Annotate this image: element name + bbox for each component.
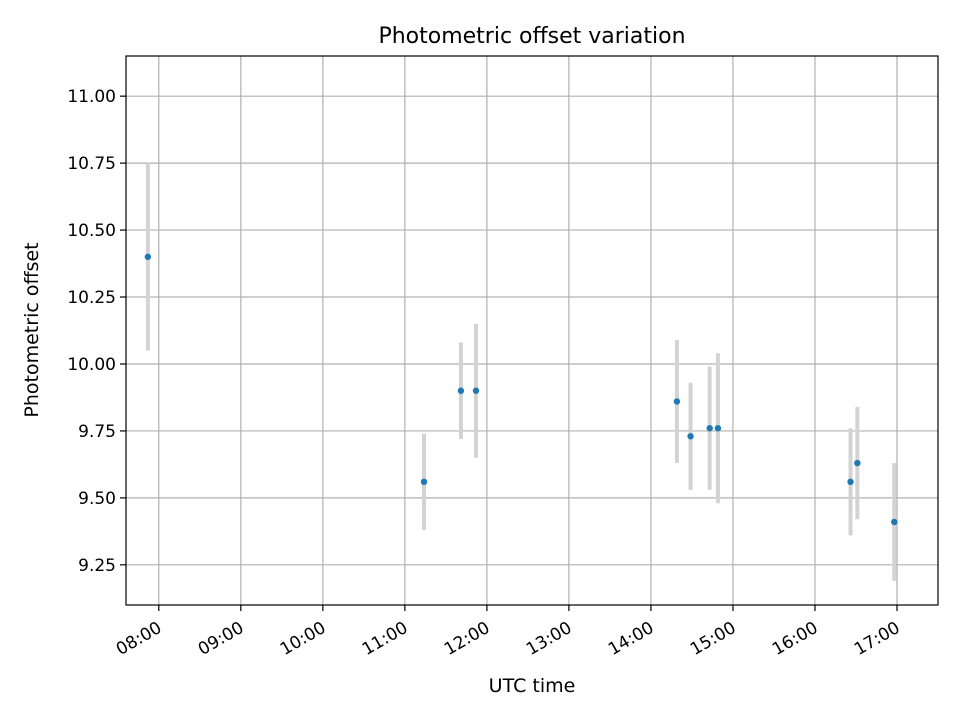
data-point	[891, 519, 897, 525]
x-tick-label: 11:00	[359, 618, 411, 660]
data-point	[458, 388, 464, 394]
data-point	[473, 388, 479, 394]
data-point	[421, 479, 427, 485]
x-tick-label: 13:00	[523, 618, 575, 660]
y-tick-label: 10.00	[67, 355, 116, 375]
data-point	[707, 425, 713, 431]
data-point	[145, 254, 151, 260]
x-tick-label: 10:00	[277, 618, 329, 660]
x-tick-label: 14:00	[605, 618, 657, 660]
x-tick-label: 16:00	[769, 618, 821, 660]
grid	[126, 56, 938, 605]
y-tick-label: 9.75	[78, 422, 116, 442]
y-tick-label: 9.50	[78, 489, 116, 509]
data-point	[847, 479, 853, 485]
y-axis-label: Photometric offset	[21, 242, 43, 417]
x-axis-label: UTC time	[489, 675, 576, 697]
data-point	[715, 425, 721, 431]
y-tick-label: 10.25	[67, 288, 116, 308]
plot-frame	[126, 56, 938, 605]
x-tick-label: 17:00	[851, 618, 903, 660]
y-tick-label: 9.25	[78, 556, 116, 576]
y-tick-label: 10.75	[67, 154, 116, 174]
y-tick-label: 10.50	[67, 221, 116, 241]
chart-title: Photometric offset variation	[378, 24, 685, 49]
x-tick-label: 12:00	[441, 618, 493, 660]
x-axis-ticks: 08:00 09:00 10:00 11:00 12:00 13:00 14:00 15:00…	[113, 605, 904, 660]
y-tick-label: 11.00	[67, 87, 116, 107]
x-tick-label: 15:00	[687, 618, 739, 660]
error-bars	[148, 163, 894, 581]
x-tick-label: 09:00	[195, 618, 247, 660]
data-points	[145, 254, 898, 526]
y-axis-ticks: 9.25 9.50 9.75 10.00 10.25 10.50 10.75 11.00	[67, 87, 126, 576]
data-point	[687, 433, 693, 439]
x-tick-label: 08:00	[113, 618, 165, 660]
data-point	[854, 460, 860, 466]
data-point	[674, 398, 680, 404]
